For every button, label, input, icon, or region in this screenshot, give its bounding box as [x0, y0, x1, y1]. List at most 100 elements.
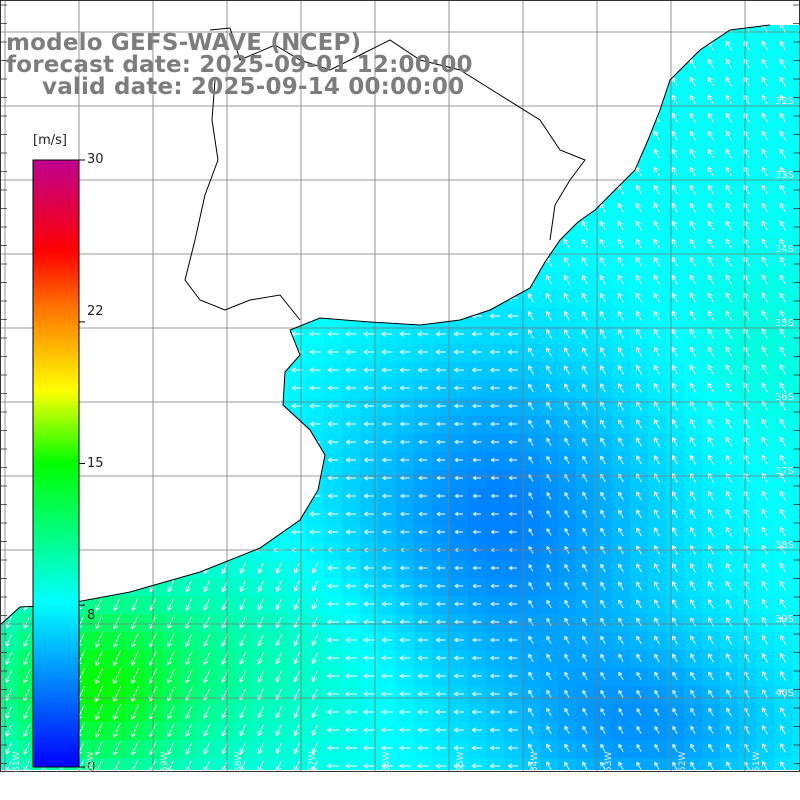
wind-arrow — [167, 579, 175, 593]
wind-cell — [468, 524, 487, 543]
wind-arrow — [635, 328, 643, 339]
wind-arrow — [435, 331, 447, 337]
wind-arrow — [779, 130, 787, 142]
wind-cell — [432, 398, 451, 417]
wind-arrow — [672, 527, 678, 537]
wind-cell — [162, 650, 181, 669]
latitude-label: 38S — [774, 540, 794, 551]
wind-cell — [504, 596, 523, 615]
wind-cell — [468, 434, 487, 453]
wind-cell — [432, 686, 451, 705]
wind-cell — [288, 740, 307, 759]
wind-cell — [450, 470, 469, 489]
wind-cell — [414, 722, 433, 741]
wind-arrow — [708, 653, 714, 663]
wind-arrow — [113, 615, 121, 630]
wind-arrow — [508, 493, 517, 499]
wind-arrow — [23, 651, 31, 666]
wind-cell — [432, 344, 451, 363]
wind-arrow — [761, 94, 769, 106]
wind-arrow — [636, 761, 642, 770]
wind-arrow — [311, 742, 318, 754]
wind-arrow — [618, 635, 624, 645]
wind-arrow — [564, 492, 570, 500]
wind-arrow — [363, 763, 375, 769]
wind-arrow — [435, 673, 446, 679]
wind-arrow — [618, 509, 624, 519]
wind-arrow — [725, 364, 733, 376]
wind-cell — [792, 596, 800, 615]
wind-arrow — [418, 439, 428, 445]
wind-cell — [450, 740, 469, 759]
wind-arrow — [672, 689, 678, 698]
wind-arrow — [654, 509, 660, 519]
wind-cell — [198, 758, 217, 770]
wind-arrow — [436, 439, 446, 445]
wind-cell — [414, 326, 433, 345]
wind-cell — [486, 434, 505, 453]
wind-arrow — [707, 148, 715, 160]
wind-arrow — [654, 563, 660, 573]
wind-arrow — [508, 727, 518, 733]
wind-arrow — [690, 671, 696, 681]
wind-arrow — [563, 274, 571, 285]
wind-arrow — [564, 689, 570, 698]
wind-cell — [108, 596, 127, 615]
wind-arrow — [130, 704, 139, 720]
wind-arrow — [707, 184, 715, 196]
wind-arrow — [275, 580, 282, 592]
wind-arrow — [326, 727, 339, 733]
wind-cell — [414, 488, 433, 507]
wind-arrow — [725, 526, 733, 537]
wind-cell — [468, 452, 487, 471]
wind-arrow — [417, 331, 429, 337]
wind-cell — [486, 686, 505, 705]
wind-arrow — [344, 655, 357, 661]
wind-cell — [396, 524, 415, 543]
wind-cell — [360, 704, 379, 723]
wind-arrow — [779, 653, 787, 663]
wind-cell — [324, 578, 343, 597]
wind-arrow — [671, 509, 678, 519]
wind-arrow — [363, 331, 375, 337]
wind-cell — [270, 542, 289, 561]
wind-arrow — [417, 349, 429, 355]
wind-arrow — [345, 403, 357, 409]
wind-cell — [90, 722, 109, 741]
wind-cell — [792, 38, 800, 57]
wind-arrow — [472, 457, 482, 463]
wind-arrow — [489, 331, 501, 337]
wind-arrow — [779, 184, 787, 196]
wind-cell — [360, 416, 379, 435]
wind-cell — [324, 614, 343, 633]
wind-cell — [270, 722, 289, 741]
wind-arrow — [546, 653, 552, 662]
wind-cell — [306, 578, 325, 597]
wind-cell — [378, 686, 397, 705]
wind-arrow — [239, 633, 247, 647]
wind-arrow — [527, 293, 535, 303]
wind-cell — [486, 452, 505, 471]
wind-arrow — [417, 709, 429, 715]
longitude-label: 55W — [456, 751, 466, 772]
wind-arrow — [418, 565, 428, 571]
wind-arrow — [167, 759, 175, 770]
wind-arrow — [600, 653, 606, 662]
wind-arrow — [726, 671, 732, 681]
wind-cell — [126, 614, 145, 633]
wind-arrow — [490, 403, 500, 409]
wind-cell — [504, 398, 523, 417]
wind-cell — [360, 686, 379, 705]
wind-arrow — [725, 599, 733, 609]
wind-arrow — [564, 347, 570, 357]
wind-arrow — [761, 40, 769, 52]
wind-arrow — [600, 383, 606, 393]
wind-arrow — [779, 58, 787, 70]
wind-arrow — [600, 635, 606, 645]
wind-arrow — [725, 617, 732, 627]
wind-arrow — [363, 691, 375, 697]
wind-cell — [342, 470, 361, 489]
wind-cell — [468, 380, 487, 399]
wind-cell — [198, 668, 217, 687]
wind-arrow — [508, 709, 518, 715]
